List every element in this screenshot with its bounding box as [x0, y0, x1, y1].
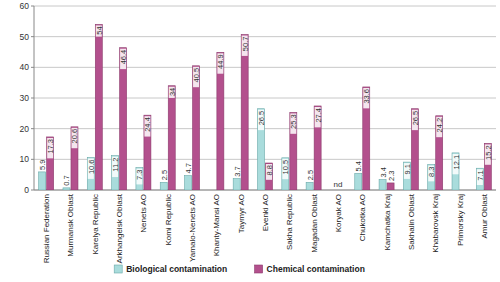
legend: Biological contamination Chemical contami…: [114, 264, 365, 274]
y-tick-label: 60: [20, 1, 30, 11]
y-axis: [34, 6, 35, 190]
data-label: 10.6: [87, 159, 96, 174]
bar: [120, 48, 127, 190]
bar: [63, 188, 70, 190]
x-tick-label: Taymyr AO: [237, 194, 246, 233]
data-label: 26.5: [257, 111, 266, 126]
grid-line: [34, 128, 496, 129]
legend-label: Chemical contamination: [267, 264, 365, 274]
annotation: nd: [333, 180, 342, 189]
grid-line: [34, 159, 496, 160]
bar: [355, 173, 362, 190]
bar: [233, 179, 240, 190]
x-tick-label: Karelya Republic: [91, 194, 100, 254]
data-label: 2.3: [387, 171, 396, 181]
data-label: 11.2: [111, 158, 120, 172]
legend-swatch: [255, 265, 263, 273]
data-label: 10.5: [281, 160, 290, 175]
y-tick-label: 0: [24, 185, 29, 195]
x-tick-label: Yamalo-Nenets AO: [188, 194, 197, 262]
grid-line: [34, 36, 496, 37]
data-label: 7.1: [476, 170, 485, 180]
x-axis: [34, 190, 496, 191]
data-label: 3.7: [233, 166, 242, 176]
data-label: 24.2: [435, 118, 444, 133]
data-label: 7.3: [135, 170, 144, 180]
data-label: 2.5: [160, 170, 169, 180]
y-tick-label: 10: [20, 154, 30, 164]
data-label: 27.4: [314, 108, 323, 123]
x-tick-label: Evenki AO: [261, 194, 270, 231]
data-label: 9.1: [403, 164, 412, 174]
data-label: 46.4: [119, 50, 128, 65]
grid-line: [34, 190, 496, 191]
x-tick-label: Primorsky Kraj: [456, 194, 465, 246]
x-tick-label: Murmansk Oblast: [66, 193, 75, 256]
y-tick-label: 50: [20, 32, 30, 42]
bar: [168, 86, 175, 190]
x-tick-label: Nenets AO: [139, 194, 148, 233]
data-label: 5.4: [354, 161, 363, 171]
data-label: 15.2: [484, 145, 493, 160]
bar: [160, 182, 167, 190]
grid-line: [34, 98, 496, 99]
bar: [379, 180, 386, 190]
data-label: 50.7: [241, 37, 250, 52]
y-tick-label: 30: [20, 93, 30, 103]
data-label: 20.6: [70, 129, 79, 144]
bar: [39, 172, 46, 190]
x-tick-label: Sakhalin Oblast: [407, 193, 416, 250]
x-tick-label: Russian Federation: [42, 194, 51, 263]
bar: [306, 182, 313, 190]
x-tick-label: Chukotka AO: [358, 194, 367, 241]
y-tick-label: 20: [20, 124, 30, 134]
bars: [39, 24, 492, 190]
x-tick-label: Koryak AO: [334, 194, 343, 232]
bar: [217, 52, 224, 190]
x-tick-label: Khanty-Mansi AO: [212, 194, 221, 256]
x-tick-label: Kamchatka Kraj: [383, 194, 392, 251]
data-label: 4.7: [184, 163, 193, 173]
data-label: 5.9: [38, 159, 47, 169]
bar: [185, 176, 192, 190]
x-tick-label: Amur Oblast: [480, 193, 489, 238]
data-label: 33.6: [362, 89, 371, 104]
x-tick-label: Sakha Republic: [285, 194, 294, 250]
y-tick-label: 40: [20, 62, 30, 72]
chart: 0 10 20 30 40 50 60 5.9 0.7 10.6 11.2 7.3 2.5 4.7 3.7 2…: [0, 0, 500, 282]
data-labels: 5.9 0.7 10.6 11.2 7.3 2.5 4.7 3.7 26.5 10.5 2.5 5.4…: [38, 25, 493, 185]
data-label: 2.5: [306, 170, 315, 180]
data-label: 17.3: [46, 139, 55, 154]
data-label: 24.4: [143, 117, 152, 132]
legend-label: Biological contamination: [126, 264, 227, 274]
bar: [193, 66, 200, 190]
data-label: 8.8: [265, 165, 274, 175]
grid-line: [34, 6, 496, 7]
data-label: 54: [95, 26, 104, 34]
bar: [241, 35, 248, 190]
data-label: 40.5: [192, 68, 201, 83]
x-tick-label: Arkhangelsk Oblast: [115, 193, 124, 263]
data-label: 0.7: [62, 175, 71, 185]
data-label: 26.5: [411, 111, 420, 126]
data-label: 44.9: [216, 54, 225, 69]
bar: [95, 24, 102, 190]
data-label: 25.3: [289, 114, 298, 129]
x-tick-label: Khabarovsk Kraj: [431, 194, 440, 253]
grid-line: [34, 67, 496, 68]
x-tick-label: Magadan Oblast: [310, 193, 319, 252]
x-tick-label: Komi Republic: [164, 194, 173, 246]
data-label: 8.3: [427, 167, 436, 177]
bar: [387, 183, 394, 190]
legend-swatch: [114, 265, 122, 273]
data-label: 34: [168, 88, 177, 96]
data-label: 12.1: [452, 155, 461, 170]
